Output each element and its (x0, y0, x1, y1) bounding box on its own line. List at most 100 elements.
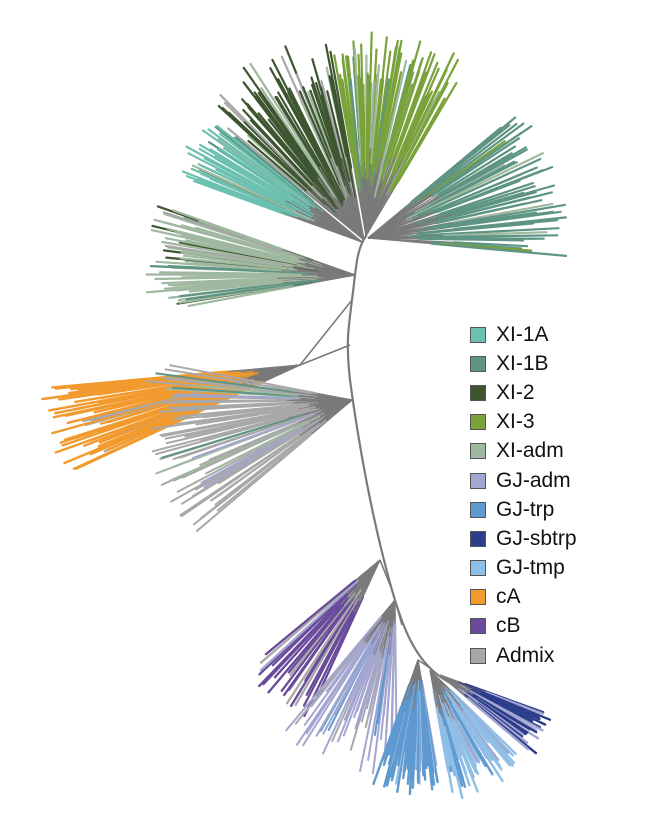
leaf-branch (392, 51, 433, 161)
leaf-branch (440, 242, 533, 252)
leaf-branch (438, 713, 452, 767)
branch-stem (400, 659, 419, 708)
legend-label: GJ-tmp (496, 556, 565, 580)
leaf-branch (430, 137, 521, 197)
leaf-branch (373, 59, 408, 198)
leaf-branch (466, 697, 530, 751)
leaf-branch (415, 227, 560, 237)
leaf-branch (176, 405, 310, 425)
leaf-branch (209, 148, 311, 212)
leaf-branch (354, 650, 381, 730)
leaf-branch (166, 227, 306, 264)
legend-label: XI-1A (496, 322, 549, 346)
legend-label: XI-3 (496, 410, 535, 434)
clade-cb (258, 559, 381, 718)
leaf-branch (315, 596, 364, 700)
leaf-branch (172, 209, 283, 251)
leaf-branch (305, 610, 354, 696)
leaf-branch (485, 691, 544, 715)
clade-xi-adm (145, 205, 356, 307)
internal-branch (299, 299, 353, 366)
legend-item-ca: cA (470, 583, 650, 612)
leaf-branch (164, 368, 312, 395)
leaf-branch (275, 96, 321, 168)
clade-xi-1b (367, 116, 568, 257)
leaf-branch (174, 393, 301, 400)
legend-item-xi-2: XI-2 (470, 378, 650, 407)
leaf-branch (149, 265, 307, 274)
leaf-branch (396, 81, 458, 183)
leaf-branch (155, 417, 288, 456)
leaf-branch (428, 173, 522, 214)
leaf-branch (249, 62, 339, 200)
leaf-branch (328, 74, 348, 157)
leaf-branch (287, 604, 345, 674)
leaf-branch (164, 408, 310, 440)
leaf-branch (303, 642, 365, 726)
leaf-branch (458, 684, 544, 732)
leaf-branch (191, 164, 316, 222)
tree-branches (41, 31, 568, 799)
leaf-branch (185, 278, 324, 301)
leaf-branch (182, 254, 295, 270)
leaf-branch (188, 281, 283, 293)
legend-swatch (470, 443, 486, 460)
leaf-branch (180, 434, 301, 518)
internal-branch (299, 344, 351, 366)
leaf-branch (48, 372, 255, 412)
leaf-branch (450, 689, 517, 755)
leaf-branch (161, 277, 277, 285)
legend-swatch (470, 501, 486, 518)
leaf-branch (329, 50, 353, 169)
legend-swatch (470, 384, 486, 401)
leaf-branch (381, 71, 415, 179)
leaf-branch (310, 76, 346, 180)
leaf-branch (193, 180, 290, 217)
leaf-branch (298, 90, 342, 186)
leaf-branch (271, 597, 342, 667)
leaf-branch (191, 384, 299, 397)
leaf-branch (390, 69, 421, 158)
leaf-branch (179, 257, 298, 271)
leaf-branch (462, 710, 490, 744)
clade-gj-trp (372, 659, 439, 796)
leaf-branch (283, 602, 351, 697)
tree-backbone (299, 235, 471, 694)
leaf-branch (302, 86, 333, 159)
clade-admix (145, 364, 353, 532)
leaf-branch (410, 690, 418, 778)
internal-branch (439, 674, 471, 693)
leaf-branch (388, 81, 449, 193)
legend-item-gj-adm: GJ-adm (470, 466, 650, 495)
leaf-branch (267, 118, 335, 203)
leaf-branch (179, 278, 317, 298)
leaf-branch (442, 148, 529, 198)
leaf-branch (435, 179, 521, 214)
leaf-branch (429, 203, 566, 229)
leaf-branch (365, 72, 369, 180)
branch-stem (365, 181, 399, 237)
legend-swatch (470, 326, 486, 343)
leaf-branch (171, 399, 288, 403)
legend-item-xi-3: XI-3 (470, 408, 650, 437)
leaf-branch (260, 86, 336, 198)
legend-swatch (470, 355, 486, 372)
legend-label: GJ-sbtrp (496, 526, 577, 550)
leaf-branch (289, 592, 356, 677)
leaf-branch (227, 111, 312, 191)
leaf-branch (294, 639, 364, 725)
leaf-branch (234, 136, 314, 203)
leaf-branch (381, 52, 403, 152)
leaf-branch (370, 74, 385, 186)
legend-item-gj-trp: GJ-trp (470, 495, 650, 524)
leaf-branch (249, 119, 313, 186)
leaf-branch (438, 122, 525, 187)
leaf-branch (407, 234, 559, 239)
leaf-branch (480, 692, 541, 721)
leaf-branch (357, 75, 365, 178)
legend-item-xi-adm: XI-adm (470, 437, 650, 466)
legend-swatch (470, 530, 486, 547)
leaf-branch (322, 622, 385, 755)
leaf-branch (362, 83, 366, 163)
leaf-branch (280, 605, 346, 692)
